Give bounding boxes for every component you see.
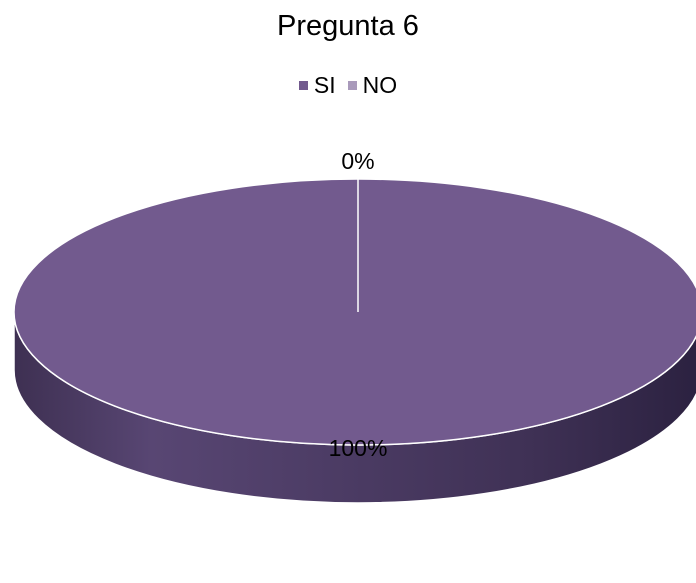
legend-swatch-si [298,81,308,90]
legend-swatch-no [347,81,357,90]
legend-label-si: SI [313,72,336,98]
chart-title: Pregunta 6 [277,10,419,42]
pie-slice-si [13,178,696,446]
legend-item-no: NO [347,72,398,99]
data-label-no: 0% [341,148,374,174]
data-label-si: 100% [329,435,388,461]
legend-item-si: SI [298,72,336,99]
legend-label-no: NO [362,72,398,98]
legend: SI NO [0,72,696,99]
